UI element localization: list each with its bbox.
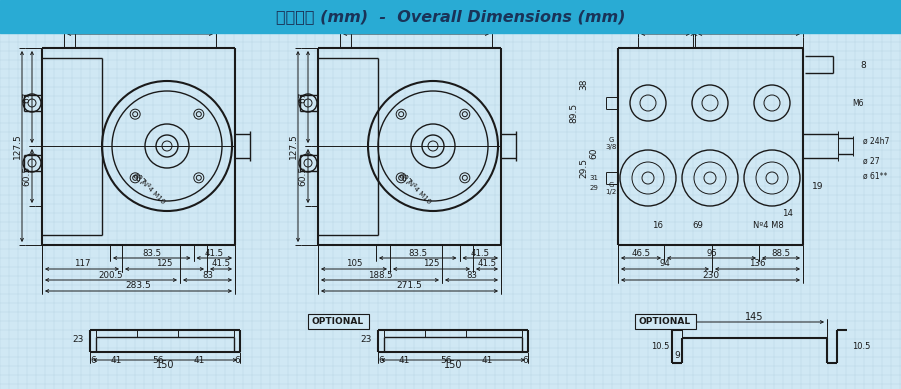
- Text: 41.5: 41.5: [205, 249, 223, 258]
- Text: 60.5: 60.5: [23, 166, 32, 186]
- Text: 16: 16: [652, 221, 663, 230]
- Text: 145: 145: [745, 312, 764, 322]
- Text: 67: 67: [23, 91, 32, 103]
- FancyBboxPatch shape: [307, 314, 369, 328]
- Text: ø 27: ø 27: [863, 156, 879, 165]
- Text: 41: 41: [194, 356, 205, 365]
- Text: 105: 105: [346, 259, 362, 268]
- Text: 41.5: 41.5: [478, 259, 496, 268]
- Text: G
3/8: G 3/8: [605, 137, 616, 149]
- Text: 152: 152: [131, 24, 150, 34]
- Text: 3: 3: [803, 14, 808, 23]
- Text: 11: 11: [340, 14, 351, 23]
- Text: 11: 11: [64, 14, 76, 23]
- Text: 8: 8: [860, 61, 866, 70]
- Text: 60.5: 60.5: [298, 166, 307, 186]
- Text: 41.5: 41.5: [212, 259, 231, 268]
- Text: 29: 29: [589, 185, 598, 191]
- Text: 94: 94: [660, 259, 670, 268]
- Text: 95: 95: [706, 249, 717, 258]
- Text: Nº4 M8: Nº4 M8: [752, 221, 783, 230]
- Text: 141: 141: [137, 14, 154, 23]
- Text: 69: 69: [693, 221, 704, 230]
- Text: 230: 230: [702, 270, 719, 280]
- Text: 38: 38: [579, 78, 588, 90]
- Text: 3: 3: [691, 25, 696, 33]
- Text: 6: 6: [90, 356, 96, 365]
- Text: 83: 83: [202, 270, 213, 280]
- Bar: [0, 0, 901, 33]
- Text: 56: 56: [152, 356, 164, 365]
- Text: 88.5: 88.5: [771, 249, 790, 258]
- Text: 9: 9: [674, 350, 680, 359]
- Text: OPTIONAL: OPTIONAL: [639, 317, 691, 326]
- Text: 14: 14: [782, 209, 794, 217]
- Text: 67: 67: [298, 91, 307, 103]
- Text: 283.5: 283.5: [125, 282, 151, 291]
- FancyBboxPatch shape: [634, 314, 696, 328]
- Text: 46.5: 46.5: [632, 249, 651, 258]
- Text: 117: 117: [74, 259, 90, 268]
- Text: 6: 6: [522, 356, 528, 365]
- Text: Nº4 M10: Nº4 M10: [406, 179, 432, 205]
- Text: 152: 152: [406, 24, 425, 34]
- Text: 89.5: 89.5: [569, 103, 578, 123]
- Text: 41.5: 41.5: [470, 249, 490, 258]
- Text: 41: 41: [110, 356, 122, 365]
- Text: 150: 150: [444, 360, 462, 370]
- Text: 69: 69: [660, 25, 671, 33]
- Text: ø87: ø87: [131, 171, 147, 187]
- Text: 41: 41: [398, 356, 410, 365]
- Text: 29.5: 29.5: [579, 158, 588, 178]
- Text: Nº4 M10: Nº4 M10: [141, 179, 166, 205]
- Text: 41: 41: [481, 356, 493, 365]
- Text: 136: 136: [750, 259, 766, 268]
- Text: 10.5: 10.5: [852, 342, 870, 351]
- Text: 125: 125: [156, 259, 173, 268]
- Text: ø87: ø87: [396, 171, 414, 187]
- Text: 56: 56: [441, 356, 451, 365]
- Text: 125: 125: [423, 259, 440, 268]
- Text: ø 61**: ø 61**: [863, 172, 887, 180]
- Text: 83.5: 83.5: [408, 249, 427, 258]
- Text: 271.5: 271.5: [396, 282, 423, 291]
- Text: 23: 23: [73, 335, 84, 344]
- Text: 23: 23: [360, 335, 372, 344]
- Text: 150: 150: [156, 360, 174, 370]
- Text: 127.5: 127.5: [13, 134, 22, 159]
- Text: 200.5: 200.5: [99, 270, 123, 280]
- Text: 13: 13: [623, 14, 633, 23]
- Text: 外形尺寸 (mm)  -  Overall Dimensions (mm): 外形尺寸 (mm) - Overall Dimensions (mm): [276, 9, 625, 24]
- Text: 127.5: 127.5: [288, 134, 297, 159]
- Text: 83.5: 83.5: [142, 249, 161, 258]
- Text: G
1/2: G 1/2: [605, 182, 616, 194]
- Text: 31: 31: [589, 175, 598, 181]
- Text: 60: 60: [589, 147, 598, 159]
- Text: 6: 6: [234, 356, 240, 365]
- Text: OPTIONAL: OPTIONAL: [312, 317, 364, 326]
- Text: 83: 83: [466, 270, 477, 280]
- Text: 19: 19: [812, 182, 824, 191]
- Text: 47: 47: [743, 25, 755, 33]
- Text: M6: M6: [852, 98, 864, 107]
- Text: ø 24h7: ø 24h7: [863, 137, 889, 145]
- Text: 6: 6: [378, 356, 384, 365]
- Text: 10.5: 10.5: [651, 342, 669, 351]
- Text: 35: 35: [772, 14, 784, 23]
- Text: 188.5: 188.5: [368, 270, 392, 280]
- Text: 141: 141: [413, 14, 430, 23]
